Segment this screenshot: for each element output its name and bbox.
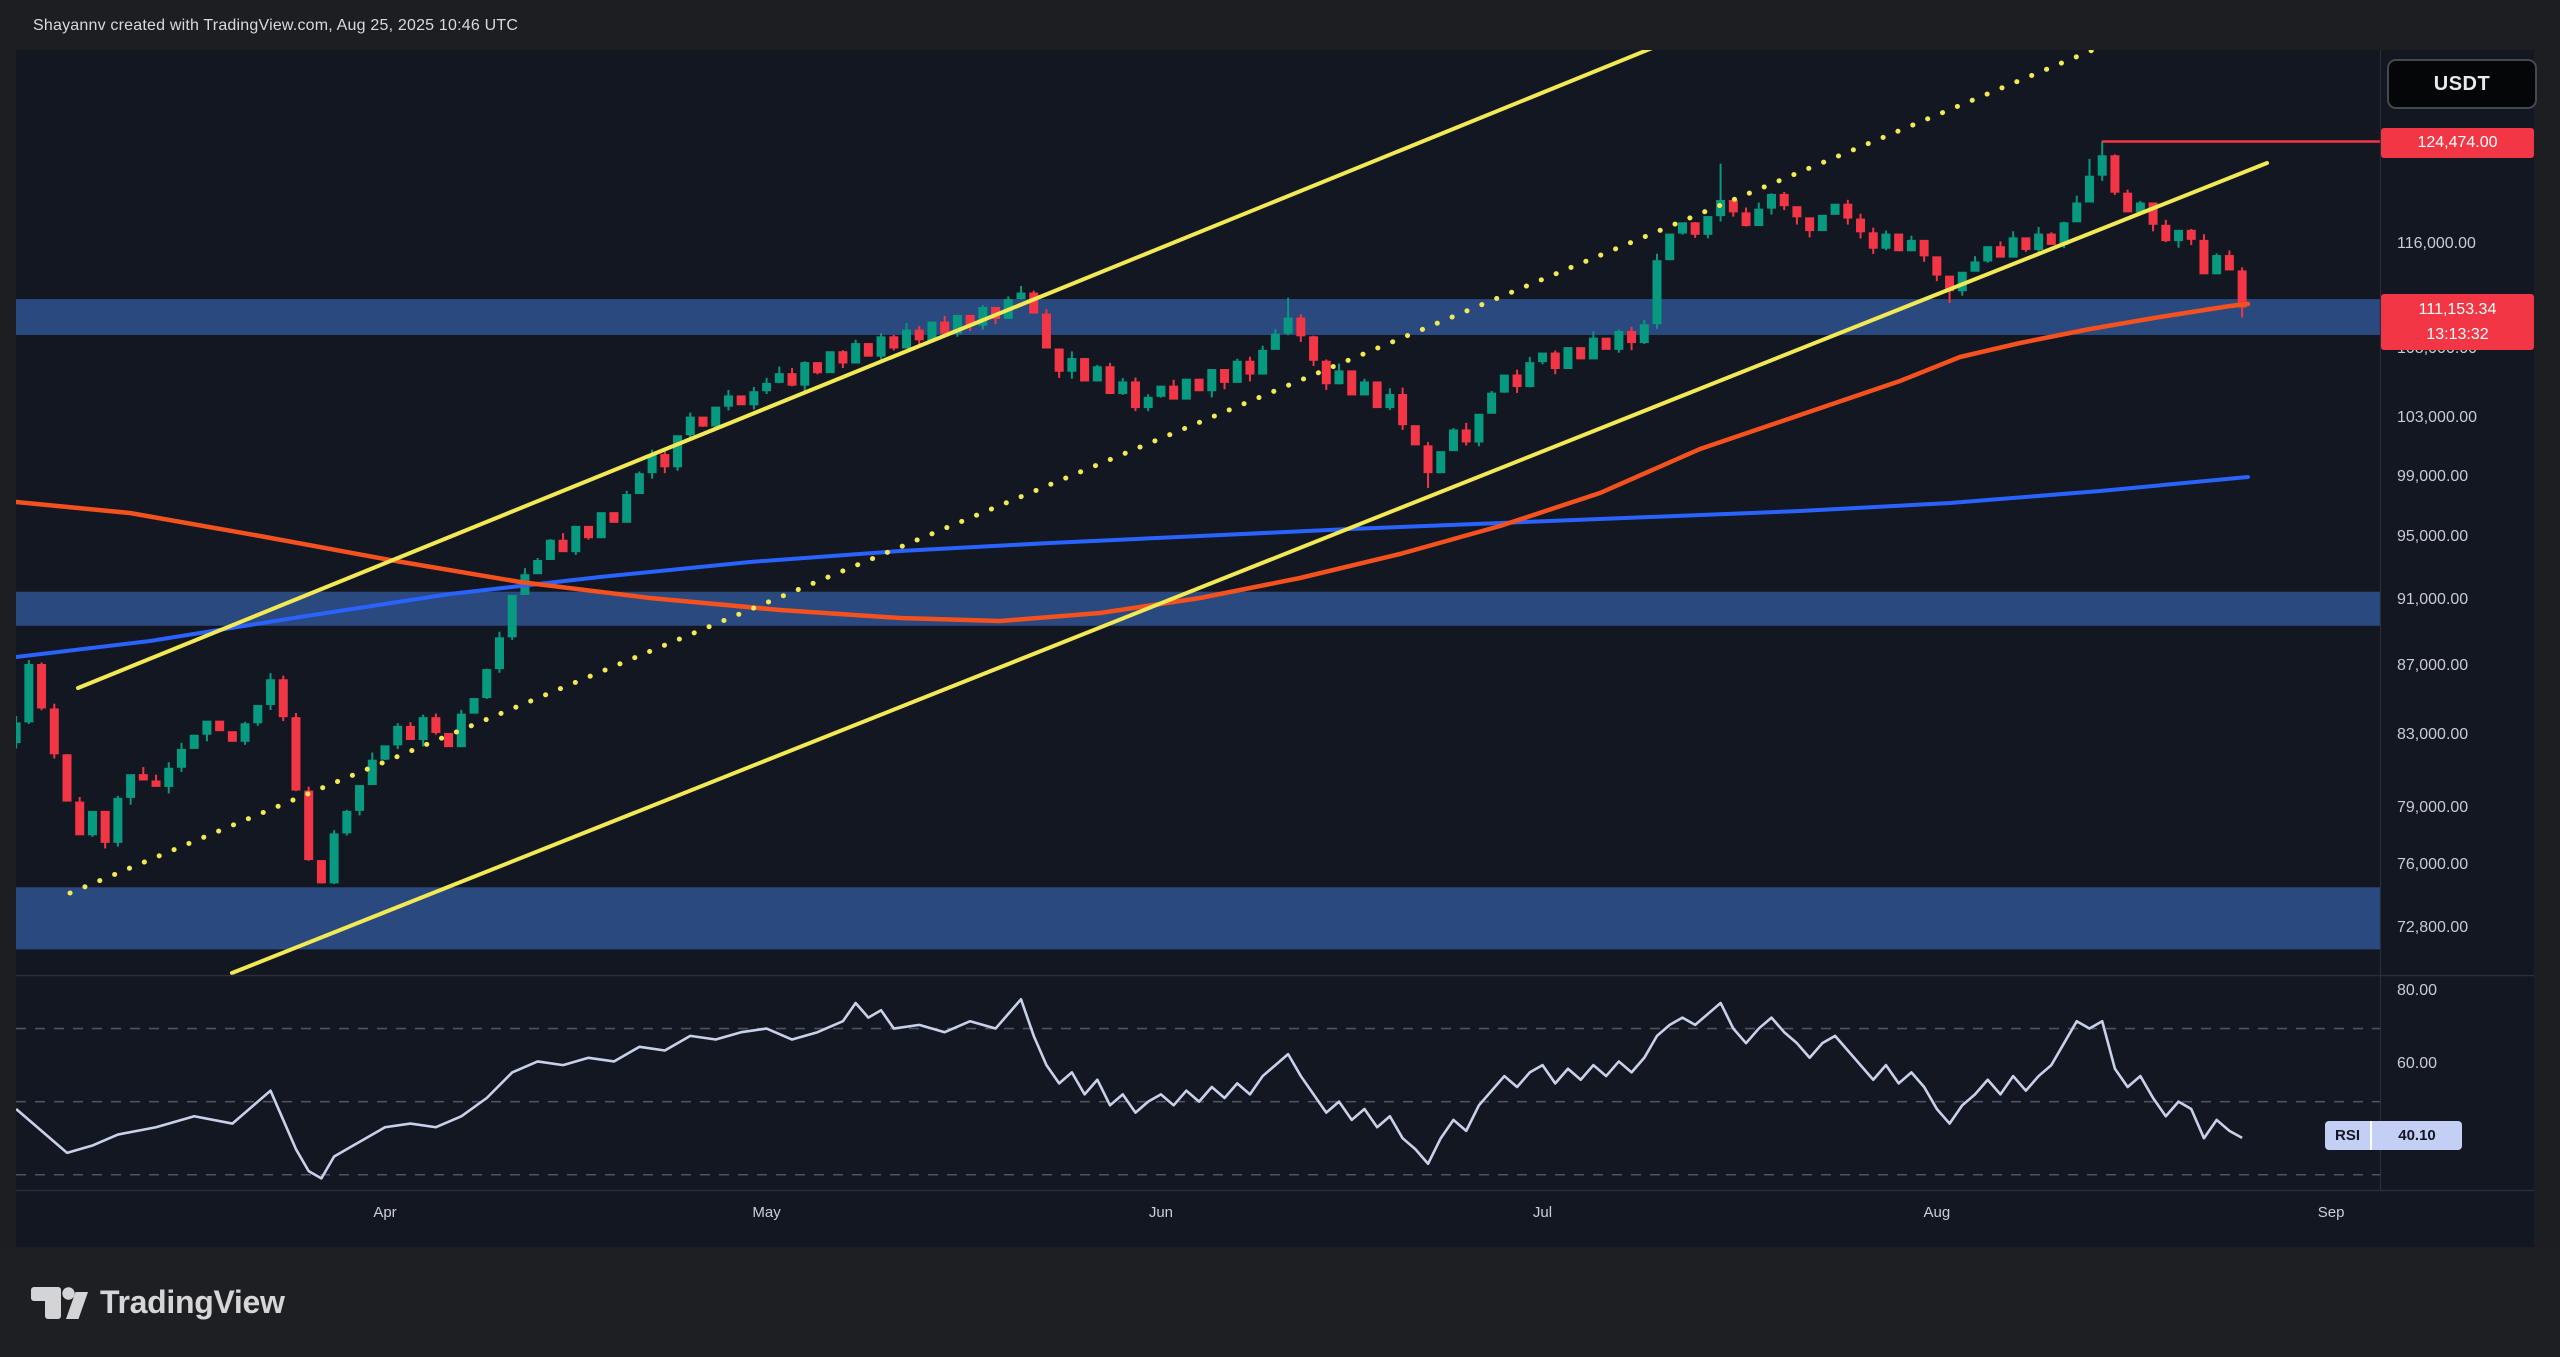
price-tick-label: 116,000.00 — [2397, 234, 2476, 252]
rsi-tick-label: 60.00 — [2397, 1055, 2438, 1073]
rsi-badge-value: 40.10 — [2372, 1121, 2463, 1150]
last-price-value: 111,153.34 — [2418, 301, 2497, 318]
rsi-pane[interactable] — [16, 998, 2380, 1180]
rsi-value-badge: RSI 40.10 — [2325, 1121, 2463, 1150]
rsi-tick-label: 80.00 — [2397, 982, 2438, 999]
rsi-line — [16, 998, 2243, 1180]
tradingview-brand[interactable]: TradingView — [30, 1283, 285, 1323]
price-scale[interactable] — [2381, 110, 2534, 1190]
time-axis-month-label: Apr — [373, 1204, 397, 1221]
price-tick-label: 72,800.00 — [2397, 919, 2469, 937]
candle-countdown: 13:13:32 — [2426, 326, 2489, 343]
price-tick-label: 83,000.00 — [2397, 726, 2469, 744]
last-price-label: 111,153.34 13:13:32 — [2381, 294, 2534, 350]
candles — [16, 141, 2247, 885]
price-tick-label: 76,000.00 — [2397, 855, 2469, 873]
support-zone — [16, 887, 2380, 950]
header-bar: Shayannv created with TradingView.com, A… — [0, 0, 2560, 57]
rsi-badge-name: RSI — [2325, 1121, 2373, 1150]
ma-blue-line — [16, 475, 2250, 659]
ma-orange-line — [16, 301, 2251, 624]
trendline-channel-lower[interactable] — [230, 161, 2269, 975]
time-axis-month-label: May — [752, 1204, 781, 1221]
price-tick-label: 99,000.00 — [2397, 467, 2469, 485]
price-tick-label: 103,000.00 — [2397, 409, 2478, 427]
price-tick-label: 91,000.00 — [2397, 591, 2469, 609]
support-zone — [16, 299, 2380, 335]
footer-bar: TradingView — [0, 1248, 2560, 1357]
price-tick-label: 79,000.00 — [2397, 799, 2469, 817]
attribution-text: Shayannv created with TradingView.com, A… — [33, 17, 519, 34]
tradingview-brand-text: TradingView — [100, 1284, 285, 1320]
time-axis-month-label: Aug — [1923, 1204, 1951, 1221]
time-axis-month-label: Jun — [1148, 1204, 1173, 1221]
time-axis-month-label: Sep — [2317, 1204, 2345, 1221]
time-axis-month-label: Jul — [1532, 1204, 1553, 1221]
tradingview-logo-icon — [31, 1286, 88, 1319]
time-axis[interactable] — [16, 1191, 2380, 1247]
price-tick-label: 87,000.00 — [2397, 657, 2469, 675]
main-pane[interactable] — [12, 40, 2381, 975]
trendline-channel-upper[interactable] — [76, 40, 1672, 690]
ath-price-label: 124,474.00 — [2381, 128, 2534, 158]
price-tick-label: 95,000.00 — [2397, 528, 2469, 546]
quote-currency-badge: USDT — [2387, 59, 2537, 109]
trendline-channel-midline-dotted[interactable] — [67, 42, 2112, 896]
